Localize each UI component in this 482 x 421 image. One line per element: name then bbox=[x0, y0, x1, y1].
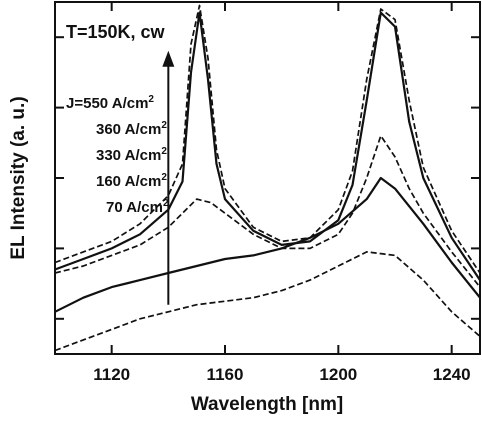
current-density-labels: J=550 A/cm2 360 A/cm2 330 A/cm2 160 A/cm2 70… bbox=[66, 94, 169, 216]
x-axis-label: Wavelength [nm] bbox=[191, 394, 343, 415]
current-label-3: 330 A/cm2 bbox=[96, 146, 167, 164]
y-axis-label: EL Intensity (a. u.) bbox=[8, 96, 29, 259]
x-tick-label-1200: 1200 bbox=[319, 365, 357, 384]
current-label-5: 70 A/cm2 bbox=[106, 198, 169, 216]
spectrum-curve-1 bbox=[54, 4, 481, 274]
spectrum-curve-5 bbox=[54, 251, 481, 352]
current-arrow-head bbox=[162, 50, 175, 67]
current-label-1: J=550 A/cm2 bbox=[66, 94, 154, 112]
x-tick-label-1120: 1120 bbox=[93, 365, 130, 384]
spectrum-curve-4 bbox=[54, 176, 481, 313]
current-arrow-group bbox=[162, 50, 175, 305]
x-tick-label-1240: 1240 bbox=[433, 365, 471, 384]
ticks-group: 1120 1160 1200 1240 bbox=[55, 2, 480, 384]
current-label-2: 360 A/cm2 bbox=[96, 120, 167, 138]
current-label-4: 160 A/cm2 bbox=[96, 172, 167, 190]
x-tick-label-1160: 1160 bbox=[207, 365, 244, 384]
curves-group bbox=[54, 4, 481, 352]
spectrum-curve-2 bbox=[54, 11, 481, 281]
temperature-annotation: T=150K, cw bbox=[66, 22, 166, 42]
